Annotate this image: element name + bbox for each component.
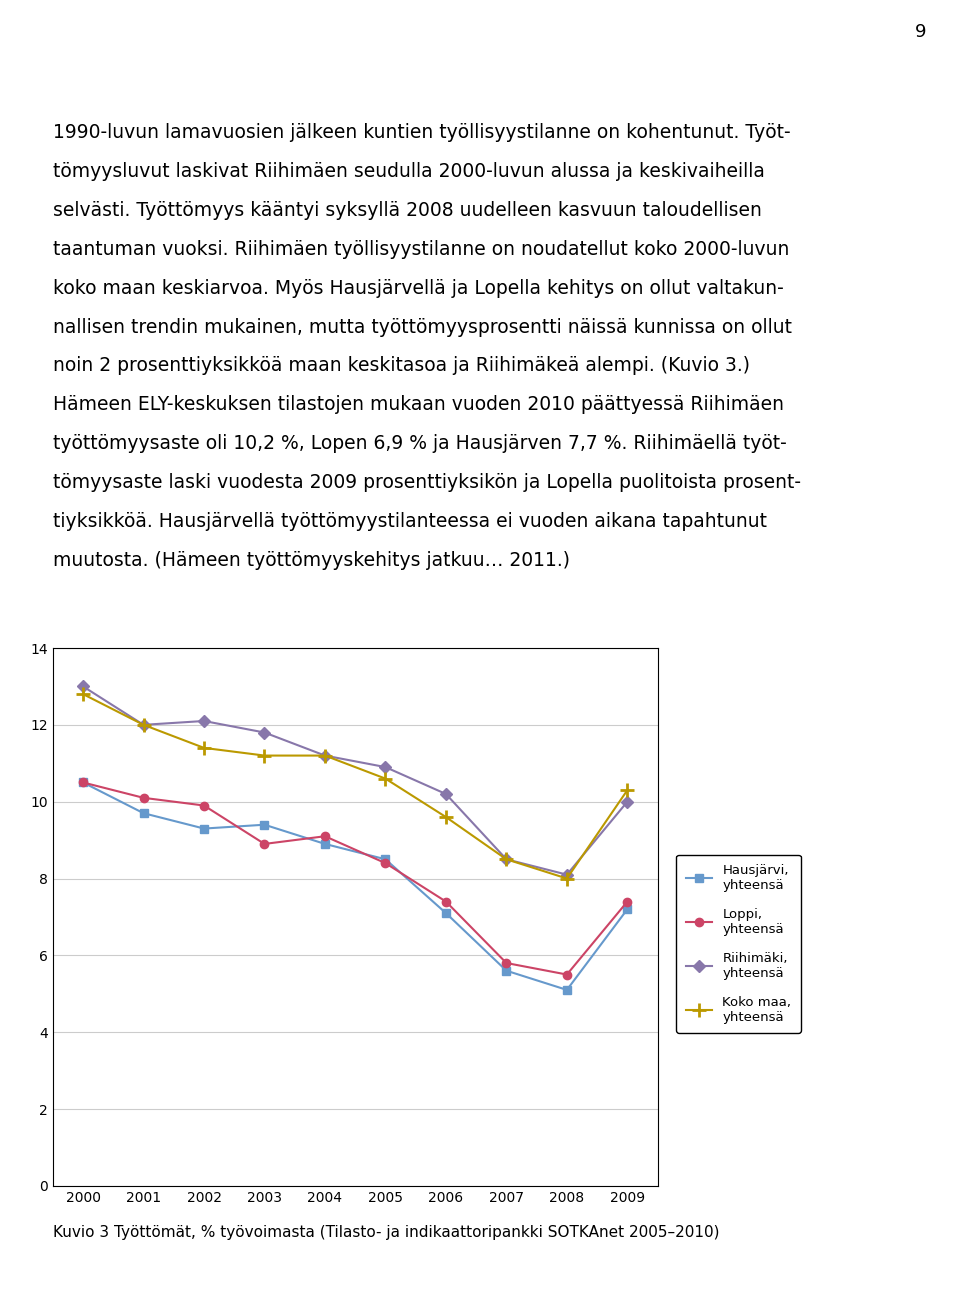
Text: tömyysluvut laskivat Riihimäen seudulla 2000-luvun alussa ja keskivaiheilla: tömyysluvut laskivat Riihimäen seudulla … bbox=[53, 162, 765, 181]
Text: koko maan keskiarvoa. Myös Hausjärvellä ja Lopella kehitys on ollut valtakun-: koko maan keskiarvoa. Myös Hausjärvellä … bbox=[53, 279, 783, 298]
Text: 9: 9 bbox=[915, 23, 926, 41]
Text: muutosta. (Hämeen työttömyyskehitys jatkuu… 2011.): muutosta. (Hämeen työttömyyskehitys jatk… bbox=[53, 551, 570, 570]
Text: Hämeen ELY-keskuksen tilastojen mukaan vuoden 2010 päättyessä Riihimäen: Hämeen ELY-keskuksen tilastojen mukaan v… bbox=[53, 395, 783, 415]
Legend: Hausjärvi,
yhteensä, Loppi,
yhteensä, Riihimäki,
yhteensä, Koko maa,
yhteensä: Hausjärvi, yhteensä, Loppi, yhteensä, Ri… bbox=[676, 855, 801, 1033]
Text: tömyysaste laski vuodesta 2009 prosenttiyksikön ja Lopella puolitoista prosent-: tömyysaste laski vuodesta 2009 prosentti… bbox=[53, 473, 801, 492]
Text: selvästi. Työttömyys kääntyi syksyllä 2008 uudelleen kasvuun taloudellisen: selvästi. Työttömyys kääntyi syksyllä 20… bbox=[53, 201, 761, 220]
Text: nallisen trendin mukainen, mutta työttömyysprosentti näissä kunnissa on ollut: nallisen trendin mukainen, mutta työttöm… bbox=[53, 318, 792, 337]
Text: 1990-luvun lamavuosien jälkeen kuntien työllisyystilanne on kohentunut. Työt-: 1990-luvun lamavuosien jälkeen kuntien t… bbox=[53, 123, 790, 143]
Text: työttömyysaste oli 10,2 %, Lopen 6,9 % ja Hausjärven 7,7 %. Riihimäellä työt-: työttömyysaste oli 10,2 %, Lopen 6,9 % j… bbox=[53, 434, 786, 454]
Text: taantuman vuoksi. Riihimäen työllisyystilanne on noudatellut koko 2000-luvun: taantuman vuoksi. Riihimäen työllisyysti… bbox=[53, 240, 789, 259]
Text: Kuvio 3 Työttömät, % työvoimasta (Tilasto- ja indikaattoripankki SOTKAnet 2005–2: Kuvio 3 Työttömät, % työvoimasta (Tilast… bbox=[53, 1225, 719, 1240]
Text: noin 2 prosenttiyksikköä maan keskitasoa ja Riihimäkeä alempi. (Kuvio 3.): noin 2 prosenttiyksikköä maan keskitasoa… bbox=[53, 356, 750, 376]
Text: tiyksikköä. Hausjärvellä työttömyystilanteessa ei vuoden aikana tapahtunut: tiyksikköä. Hausjärvellä työttömyystilan… bbox=[53, 512, 767, 531]
